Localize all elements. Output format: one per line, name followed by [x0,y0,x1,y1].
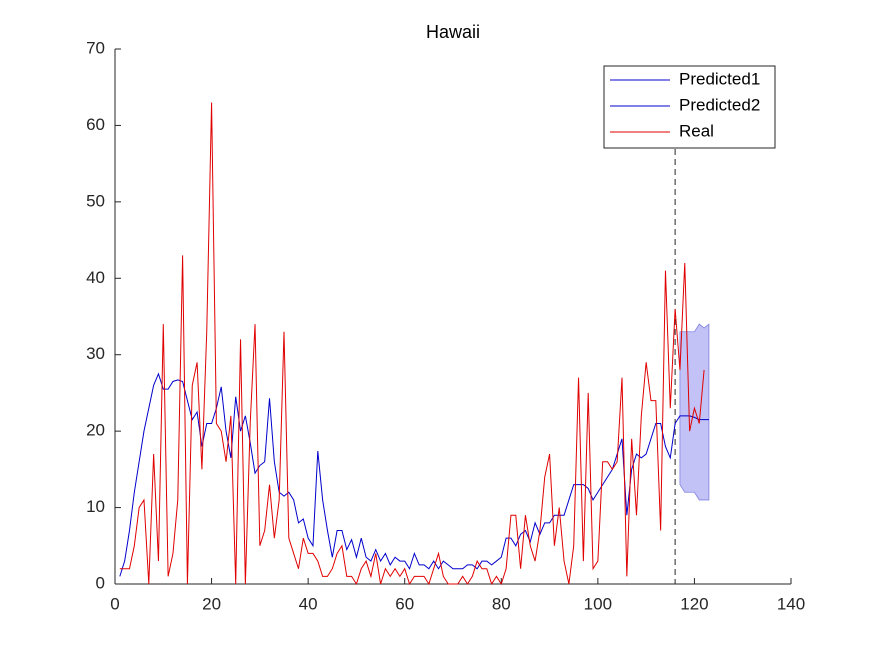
x-tick-label: 20 [202,594,221,613]
y-tick-label: 30 [86,344,105,363]
x-tick-label: 60 [395,594,414,613]
y-tick-label: 60 [86,115,105,134]
x-tick-label: 80 [492,594,511,613]
legend-label: Real [679,121,714,140]
series-line [674,415,709,424]
x-tick-label: 100 [584,594,612,613]
prediction-band [679,323,710,501]
y-tick-label: 20 [86,421,105,440]
legend-label: Predicted1 [679,69,760,88]
y-tick-label: 10 [86,497,105,516]
series-line [119,372,676,577]
x-tick-label: 140 [777,594,805,613]
y-tick-label: 50 [86,191,105,210]
y-tick-label: 40 [86,268,105,287]
x-tick-label: 120 [680,594,708,613]
series-line [119,102,705,586]
x-tick-label: 0 [110,594,119,613]
x-tick-label: 40 [299,594,318,613]
legend-label: Predicted2 [679,95,760,114]
chart-title: Hawaii [426,22,480,42]
y-tick-label: 70 [86,38,105,57]
y-tick-label: 0 [96,573,105,592]
